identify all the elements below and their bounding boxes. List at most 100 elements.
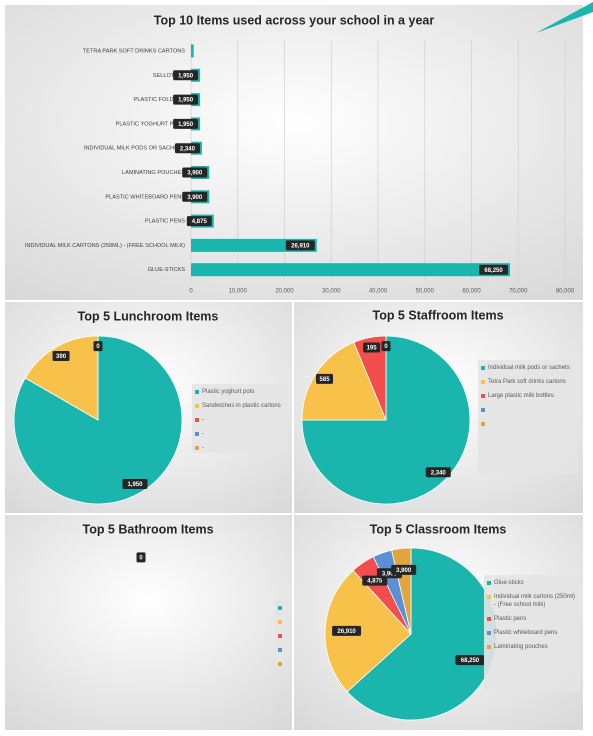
- legend-label: Large plastic milk bottles: [488, 393, 554, 399]
- legend-item: [278, 632, 286, 640]
- x-tick-label: 10,000: [229, 289, 248, 295]
- data-label: 585: [320, 377, 331, 383]
- legend-swatch: [487, 631, 491, 635]
- data-label: 3,900: [187, 171, 203, 177]
- pie-slice: [301, 335, 471, 505]
- legend-label: Individual milk cartons (250ml) - (Free …: [494, 594, 576, 608]
- legend-swatch: [481, 394, 485, 398]
- data-label: 2,340: [180, 146, 196, 152]
- pie-slice: [24, 335, 99, 421]
- data-label: 0: [139, 555, 143, 561]
- data-label: 0: [384, 344, 388, 350]
- panel: [5, 515, 292, 730]
- legend-item: -: [195, 416, 285, 424]
- data-label: 4,875: [192, 219, 208, 225]
- legend-swatch: [195, 390, 199, 394]
- legend-label: Glue-sticks: [494, 580, 524, 586]
- pie-slice: [324, 569, 412, 693]
- data-label-box: [332, 625, 362, 636]
- x-tick-label: 80,000: [556, 289, 575, 295]
- data-label-box: [186, 216, 212, 227]
- legend-label: Tetra Park soft drinks cartons: [488, 379, 566, 385]
- x-tick-label: 70,000: [509, 289, 528, 295]
- legend-item: [481, 406, 575, 414]
- y-tick-label: PLASTIC FOLDERS: [134, 97, 186, 103]
- y-tick-label: PLASTIC YOGHURT POTS: [116, 121, 186, 127]
- data-label-box: [173, 70, 199, 81]
- legend-item: -: [195, 444, 285, 452]
- y-tick-label: INDIVIDUAL MILK PODS OR SACHETS: [84, 146, 185, 152]
- legend-label: Sandwiches in plastic cartons: [202, 403, 281, 409]
- data-label: 390: [56, 354, 67, 360]
- legend-swatch: [195, 404, 199, 408]
- legend-swatch: [487, 645, 491, 649]
- data-label: 1,950: [127, 482, 143, 488]
- data-label-box: [173, 118, 199, 129]
- x-tick-label: 40,000: [369, 289, 388, 295]
- data-label-box: [425, 467, 451, 478]
- data-label-box: [182, 167, 208, 178]
- pie-slice: [353, 335, 387, 421]
- data-label-box: [391, 564, 417, 575]
- data-label-box: [93, 341, 103, 352]
- legend-item: [278, 618, 286, 626]
- legend-label: Individual milk pods or sachets: [488, 365, 570, 371]
- y-tick-label: INDIVIDUAL MILK CARTONS (250ML) - (FREE …: [25, 243, 185, 249]
- y-tick-label: TETRA PARK SOFT DRINKS CARTONS: [83, 48, 185, 54]
- legend-label: Plastic whiteboard pens: [494, 630, 558, 636]
- data-label: 3,900: [187, 195, 203, 201]
- data-label: 1,950: [178, 98, 194, 104]
- data-label: 4,875: [367, 579, 383, 585]
- legend-swatch: [278, 648, 282, 652]
- legend-item: [278, 604, 286, 612]
- data-label-box: [174, 143, 200, 154]
- legend-item: Plastic yoghurt pots: [195, 388, 285, 396]
- legend-swatch: [278, 662, 282, 666]
- data-label: 3,900: [396, 568, 412, 574]
- y-tick-label: PLASTIC WHITEBOARD PENS: [105, 194, 185, 200]
- data-label-box: [182, 191, 208, 202]
- corner-accent: [536, 2, 593, 33]
- legend-label: Laminating pouches: [494, 644, 548, 650]
- data-label: 68,250: [461, 658, 480, 664]
- legend-item: Plastic whiteboard pens: [487, 629, 577, 637]
- legend-item: Plastic pens: [487, 615, 577, 623]
- y-tick-label: PLASTIC PENS: [145, 219, 185, 225]
- legend-swatch: [481, 408, 485, 412]
- legend-label: Plastic yoghurt pots: [202, 389, 255, 395]
- legend-swatch: [487, 595, 491, 599]
- legend-swatch: [487, 581, 491, 585]
- data-label-box: [173, 94, 199, 105]
- legend-swatch: [278, 620, 282, 624]
- data-label-box: [285, 240, 315, 251]
- data-label-box: [52, 350, 70, 361]
- legend: Plastic yoghurt pots Sandwiches in plasti…: [192, 384, 288, 453]
- legend-item: [481, 420, 575, 428]
- legend-item: Laminating pouches: [487, 643, 577, 651]
- legend-item: Large plastic milk bottles: [481, 392, 575, 400]
- data-label: 3,900: [382, 571, 398, 577]
- legend-item: Tetra Park soft drinks cartons: [481, 378, 575, 386]
- legend-swatch: [481, 422, 485, 426]
- legend-swatch: [481, 366, 485, 370]
- legend-label: -: [202, 417, 204, 423]
- legend: Glue-sticks Individual milk cartons (250m…: [484, 575, 580, 692]
- data-label: 0: [96, 344, 100, 350]
- legend-item: Individual milk pods or sachets: [481, 364, 575, 372]
- x-tick-label: 30,000: [322, 289, 341, 295]
- legend-label: Plastic pens: [494, 616, 527, 622]
- chart-title: Top 5 Bathroom Items: [82, 522, 213, 536]
- data-label: 68,250: [484, 268, 503, 274]
- legend-item: [278, 646, 286, 654]
- chart-title: Top 5 Lunchroom Items: [78, 309, 219, 323]
- y-tick-label: LAMINATING POUCHES: [122, 170, 185, 176]
- data-label-box: [479, 264, 509, 275]
- x-tick-label: 20,000: [275, 289, 294, 295]
- legend-item: Glue-sticks: [487, 579, 577, 587]
- data-label-box: [136, 552, 146, 563]
- legend-swatch: [487, 617, 491, 621]
- data-label: 1,950: [178, 122, 194, 128]
- x-tick-label: 60,000: [462, 289, 481, 295]
